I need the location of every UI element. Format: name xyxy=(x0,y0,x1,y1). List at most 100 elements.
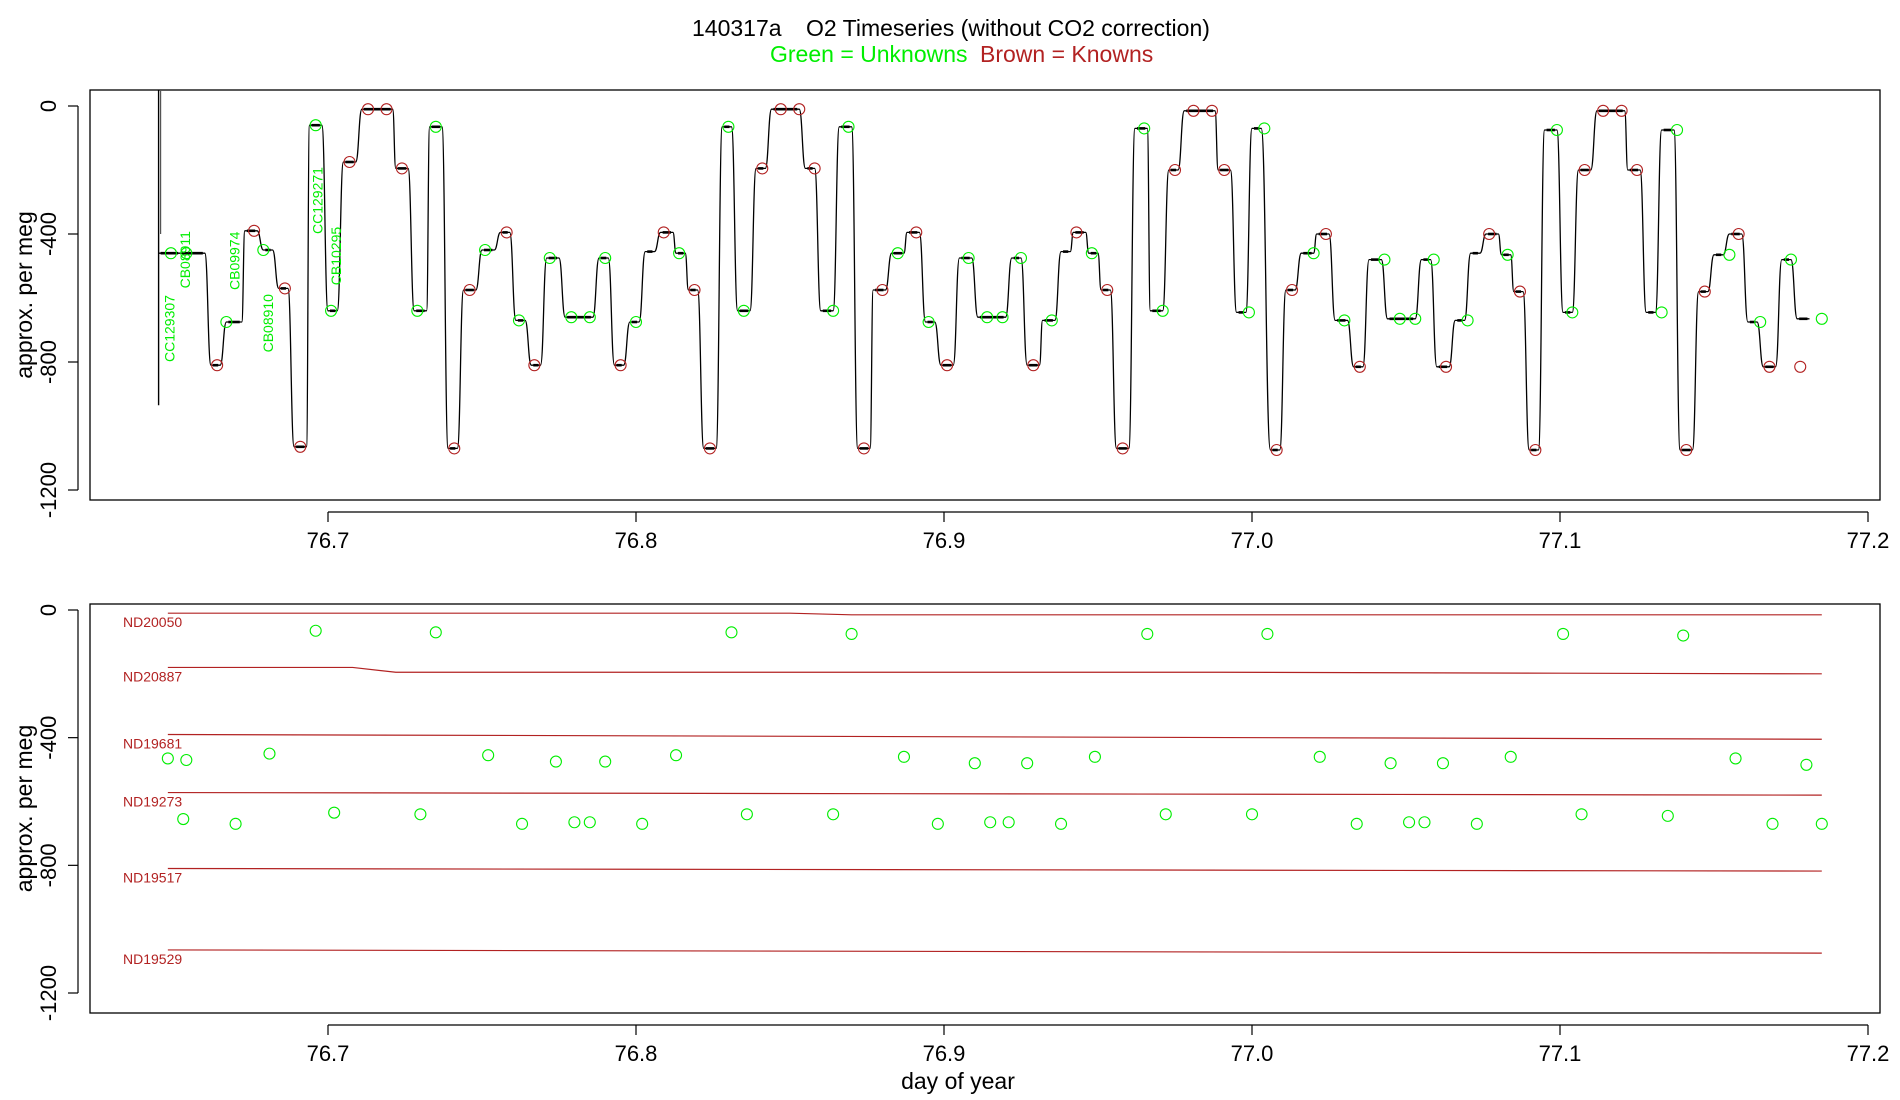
known-point xyxy=(1794,360,1807,373)
known-point xyxy=(1285,283,1299,297)
unknown-point xyxy=(1384,757,1397,770)
known-point xyxy=(793,103,806,116)
known-point xyxy=(808,162,821,175)
x-tick-label: 76.8 xyxy=(615,528,658,553)
known-point xyxy=(1319,227,1332,241)
known-point xyxy=(941,359,954,372)
known-point xyxy=(278,282,291,295)
unknown-point xyxy=(629,315,643,329)
unknown-point xyxy=(1661,809,1674,822)
unknown-point xyxy=(1800,758,1813,771)
y-tick-label: -800 xyxy=(36,843,61,887)
unknown-point xyxy=(845,627,858,640)
unknown-point xyxy=(1557,627,1570,640)
known-point xyxy=(1630,163,1644,177)
known-point xyxy=(1529,443,1542,457)
known-line xyxy=(167,867,1822,872)
unknown-point xyxy=(1045,314,1058,327)
x-tick-label: 77.1 xyxy=(1539,1041,1582,1066)
known-point xyxy=(857,442,870,455)
legend-knowns: Brown = Knowns xyxy=(980,41,1153,67)
known-point xyxy=(1116,442,1129,455)
unknown-point xyxy=(1409,312,1422,325)
unknown-point xyxy=(722,120,735,133)
unknown-point xyxy=(414,808,427,821)
x-tick-label: 76.8 xyxy=(615,1041,658,1066)
x-tick-label: 77.0 xyxy=(1231,528,1274,553)
known-point xyxy=(1187,104,1200,117)
known-line-label: ND19681 xyxy=(123,735,182,751)
unknown-point xyxy=(1784,253,1798,266)
known-line xyxy=(167,949,1822,954)
unknown-point xyxy=(257,243,270,257)
y-tick-label: 0 xyxy=(36,604,61,616)
unknown-point xyxy=(1338,314,1351,327)
known-point xyxy=(1483,227,1496,241)
x-tick-label: 77.2 xyxy=(1847,528,1890,553)
known-point xyxy=(1578,163,1591,177)
unknown-point xyxy=(1766,817,1779,830)
known-point xyxy=(1513,285,1527,298)
unknown-point xyxy=(962,251,975,265)
unknown-point xyxy=(1156,304,1169,317)
unknown-point xyxy=(1378,253,1391,266)
unknown-point xyxy=(725,626,738,639)
known-point xyxy=(1101,283,1114,297)
known-point xyxy=(361,103,375,116)
unknown-point xyxy=(1670,123,1684,137)
unknown-point xyxy=(1258,122,1271,135)
unknown-point xyxy=(1470,817,1483,830)
o2-trace-line xyxy=(158,108,1810,451)
known-point xyxy=(1615,104,1628,117)
unknown-point xyxy=(479,243,492,257)
known-point xyxy=(910,226,923,239)
unknown-point xyxy=(1504,750,1517,763)
known-point xyxy=(528,359,541,372)
unknown-point xyxy=(922,315,935,329)
known-point xyxy=(463,283,476,297)
unknown-point xyxy=(180,753,193,767)
unknown-point xyxy=(931,817,944,830)
known-point xyxy=(756,162,769,175)
known-point xyxy=(1732,227,1745,241)
unknown-point xyxy=(1261,627,1274,640)
sample-id-label: CB08911 xyxy=(177,231,193,289)
unknown-point xyxy=(1141,627,1154,640)
sample-id-label: CB10295 xyxy=(328,227,344,286)
unknown-point xyxy=(549,755,562,768)
known-line xyxy=(167,791,1822,796)
known-point xyxy=(448,442,461,455)
unknown-point xyxy=(164,247,177,260)
x-tick-label: 76.7 xyxy=(307,528,350,553)
known-point xyxy=(395,162,408,175)
unknown-point xyxy=(429,626,442,639)
known-point xyxy=(1205,104,1219,117)
known-point xyxy=(657,226,670,239)
unknown-point xyxy=(1307,247,1320,260)
sample-id-label: CB09974 xyxy=(226,231,242,290)
unknown-point xyxy=(740,808,753,821)
unknown-point xyxy=(565,311,578,324)
sample-id-label: CC129307 xyxy=(162,295,178,362)
unknown-point xyxy=(1550,123,1563,137)
unknown-point xyxy=(1677,629,1690,642)
known-point xyxy=(614,359,627,372)
chart-title-id: 140317a xyxy=(692,15,782,41)
known-point xyxy=(703,442,716,455)
unknown-point xyxy=(827,808,840,821)
known-point xyxy=(1218,163,1231,177)
known-line-label: ND19273 xyxy=(123,794,182,810)
x-tick-label: 76.9 xyxy=(923,1041,966,1066)
unknown-point xyxy=(309,119,322,132)
unknown-point xyxy=(1403,816,1416,829)
known-line xyxy=(167,612,1822,616)
unknown-point xyxy=(1723,248,1736,261)
known-point xyxy=(248,224,261,237)
y-tick-label: -800 xyxy=(36,340,61,384)
unknown-point xyxy=(1566,306,1579,319)
unknown-point xyxy=(328,806,341,819)
unknown-point xyxy=(1815,817,1828,830)
unknown-point xyxy=(161,752,174,765)
known-line-label: ND19517 xyxy=(123,870,182,886)
